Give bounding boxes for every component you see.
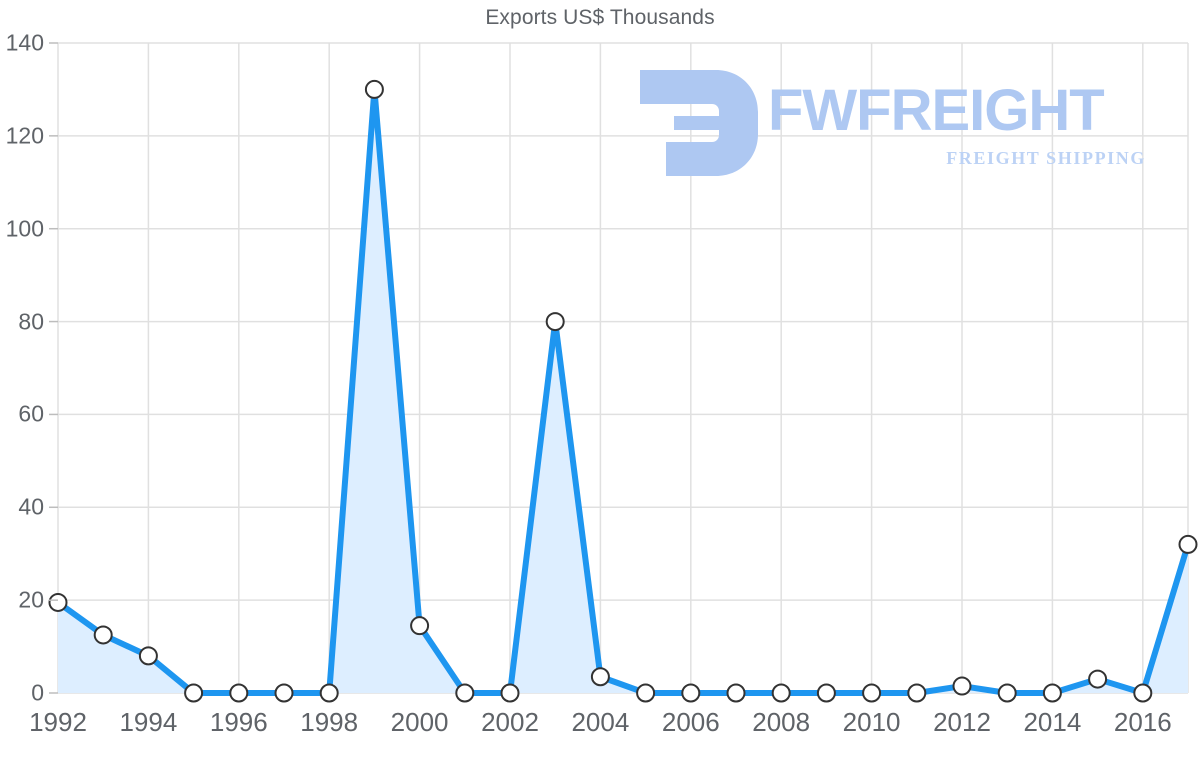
series-markers: [48, 79, 1198, 703]
series-area-fill: [58, 89, 1188, 694]
series-line: [55, 86, 1191, 696]
chart-title: Exports US$ Thousands: [485, 6, 715, 29]
grid-lines: [57, 42, 1189, 694]
axis-lines: [49, 42, 58, 694]
